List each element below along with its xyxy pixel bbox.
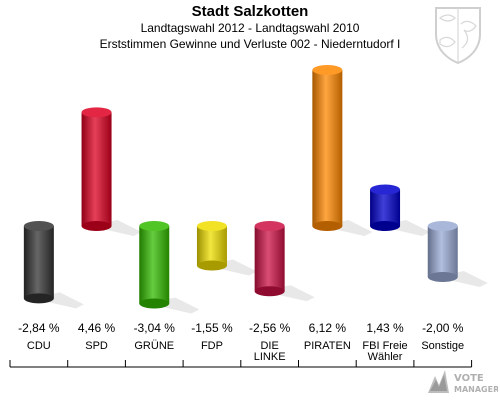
category-label: CDU xyxy=(27,340,51,352)
category-label: GRÜNE xyxy=(134,340,174,352)
value-label: -2,56 % xyxy=(249,321,291,335)
coat-of-arms-icon xyxy=(435,7,481,65)
logo-line1: VOTE xyxy=(454,373,484,384)
logo-line2: MANAGER xyxy=(454,385,498,394)
value-label: 4,46 % xyxy=(78,321,116,335)
bar-gr-ne xyxy=(139,221,170,309)
category-label: PIRATEN xyxy=(304,340,351,352)
value-label: 6,12 % xyxy=(309,321,347,335)
chart-description: Erststimmen Gewinne und Verluste 002 - N… xyxy=(99,37,401,51)
category-label: DIE xyxy=(260,340,278,352)
value-label: -2,00 % xyxy=(422,321,464,335)
category-label: Sonstige xyxy=(421,340,464,352)
bar-sonstige xyxy=(427,221,458,282)
value-label: -3,04 % xyxy=(134,321,176,335)
bar-piraten xyxy=(312,65,343,231)
bar-cdu xyxy=(23,221,54,304)
bar-fdp xyxy=(196,221,227,271)
value-label: -2,84 % xyxy=(18,321,60,335)
value-label: -1,55 % xyxy=(191,321,233,335)
bar-spd xyxy=(81,107,112,231)
vote-manager-logo: VOTE MANAGER xyxy=(428,370,498,394)
category-label: LINKE xyxy=(254,351,286,363)
category-label: Wähler xyxy=(368,351,403,363)
chart-title: Stadt Salzkotten xyxy=(191,3,309,20)
category-label: FDP xyxy=(201,340,223,352)
value-label: 1,43 % xyxy=(366,321,404,335)
chart-subtitle: Landtagswahl 2012 - Landtagswahl 2010 xyxy=(140,21,360,35)
category-label: SPD xyxy=(85,340,108,352)
bar-die-linke xyxy=(254,221,285,297)
bar-fbi-freie-w-hler xyxy=(370,184,401,231)
category-label: FBI Freie xyxy=(362,340,407,352)
